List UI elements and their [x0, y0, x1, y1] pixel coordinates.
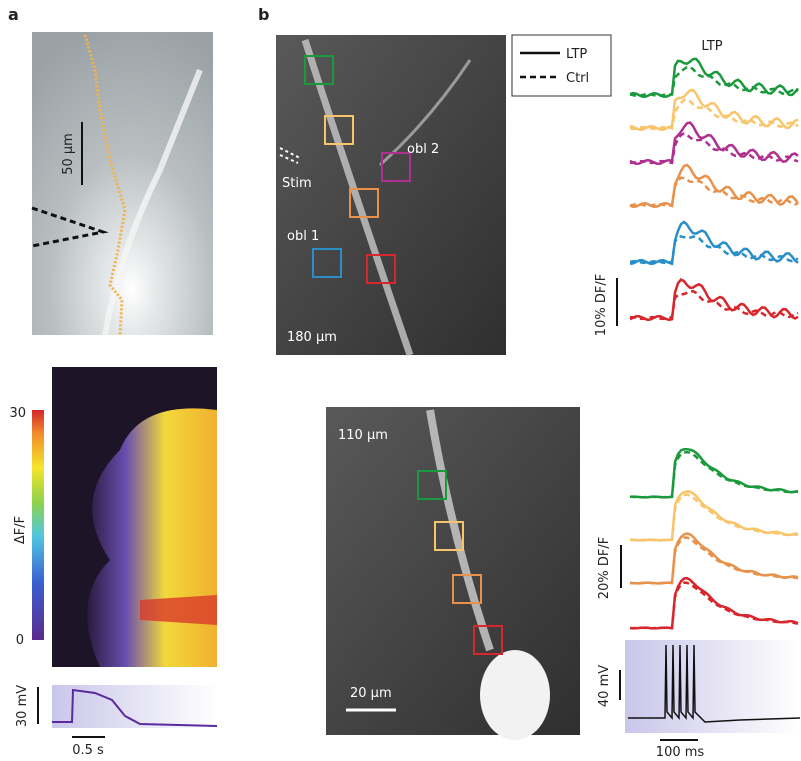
trace — [630, 538, 798, 584]
traces-title: LTP — [701, 39, 722, 54]
colorbar-title: ΔF/F — [13, 516, 28, 544]
colorbar — [32, 410, 44, 640]
trace — [630, 236, 798, 263]
colorbar-min: 0 — [16, 633, 24, 648]
scale-label: 30 mV — [15, 685, 30, 727]
soma — [480, 650, 550, 740]
legend-label: LTP — [566, 47, 587, 62]
trace-group — [630, 59, 798, 320]
scale-label: 20 µm — [350, 686, 392, 701]
colorbar-max: 30 — [9, 406, 26, 421]
roi-label: obl 1 — [287, 229, 319, 244]
depth-label: 110 µm — [338, 428, 388, 443]
trace — [630, 491, 798, 540]
depth-label: 180 µm — [287, 330, 337, 345]
trace — [630, 449, 798, 497]
trace — [630, 222, 798, 264]
image-a — [32, 32, 213, 335]
trace — [630, 583, 798, 629]
trace — [630, 178, 798, 206]
panel-label: a — [8, 5, 19, 24]
legend-label: Ctrl — [566, 71, 589, 86]
scale-label: 40 mV — [597, 665, 612, 707]
panel-label: b — [258, 5, 269, 24]
trace-group — [630, 449, 798, 628]
trace — [630, 59, 798, 97]
scale-label: 10% DF/F — [594, 274, 609, 336]
scale-label: 100 ms — [656, 745, 705, 760]
roi-label: obl 2 — [407, 142, 439, 157]
legend — [512, 35, 611, 96]
roi-label: Stim — [282, 176, 312, 191]
figure: a 50 µm 30 0 ΔF/F 30 mV 0.5 s b obl 2 St… — [0, 0, 801, 761]
trace — [630, 165, 798, 207]
trace — [630, 291, 798, 319]
heatmap-peak — [140, 595, 217, 625]
scale-label: 50 µm — [61, 133, 76, 175]
scale-label: 20% DF/F — [597, 537, 612, 599]
scale-label: 0.5 s — [72, 743, 104, 758]
